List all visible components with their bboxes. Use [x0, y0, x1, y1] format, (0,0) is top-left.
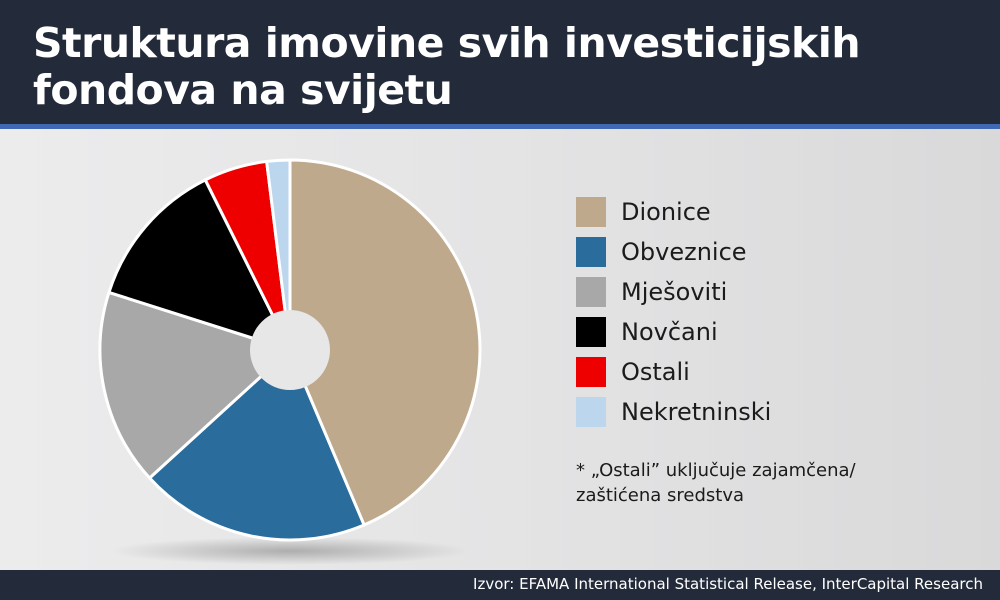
legend-label: Novčani: [621, 318, 718, 346]
legend-swatch: [576, 277, 606, 307]
pie-chart: [98, 158, 482, 565]
legend-label: Ostali: [621, 358, 690, 386]
pie-slice-novcani: [107, 178, 292, 352]
legend-label: Obveznice: [621, 238, 747, 266]
source-bar: Izvor: EFAMA International Statistical R…: [0, 570, 1000, 600]
legend-item-dionice: Dionice: [576, 192, 956, 232]
legend-label: Dionice: [621, 198, 711, 226]
legend-item-novcani: Novčani: [576, 312, 956, 352]
footnote-line-2: zaštićena sredstva: [576, 485, 745, 506]
legend-item-nekretninski: Nekretninski: [576, 392, 956, 432]
header-bar: Struktura imovine svih investicijskih fo…: [0, 0, 1000, 124]
pie-shadow: [110, 537, 470, 565]
legend-label: Mješoviti: [621, 278, 728, 306]
legend-swatch: [576, 237, 606, 267]
legend-item-ostali: Ostali: [576, 352, 956, 392]
legend-item-mjesoviti: Mješoviti: [576, 272, 956, 312]
pie-slices: [98, 158, 482, 542]
page-title: Struktura imovine svih investicijskih fo…: [33, 19, 861, 114]
legend-item-obveznice: Obveznice: [576, 232, 956, 272]
footnote-line-1: * „Ostali” uključuje zajamčena/: [576, 460, 856, 481]
chart-legend: Dionice Obveznice Mješoviti Novčani Ostali Ne…: [576, 192, 956, 432]
donut-hole: [250, 310, 330, 390]
pie-slice-nekretninski: [265, 158, 292, 352]
legend-swatch: [576, 357, 606, 387]
pie-slice-dionice: [288, 158, 482, 527]
legend-label: Nekretninski: [621, 398, 772, 426]
legend-swatch: [576, 317, 606, 347]
legend-swatch: [576, 197, 606, 227]
pie-slice-obveznice: [148, 348, 366, 542]
header-divider: [0, 124, 1000, 129]
source-text: Izvor: EFAMA International Statistical R…: [473, 575, 983, 593]
pie-slice-mjesoviti: [98, 290, 292, 480]
footnote: * „Ostali” uključuje zajamčena/ zaštićen…: [576, 458, 976, 508]
legend-swatch: [576, 397, 606, 427]
